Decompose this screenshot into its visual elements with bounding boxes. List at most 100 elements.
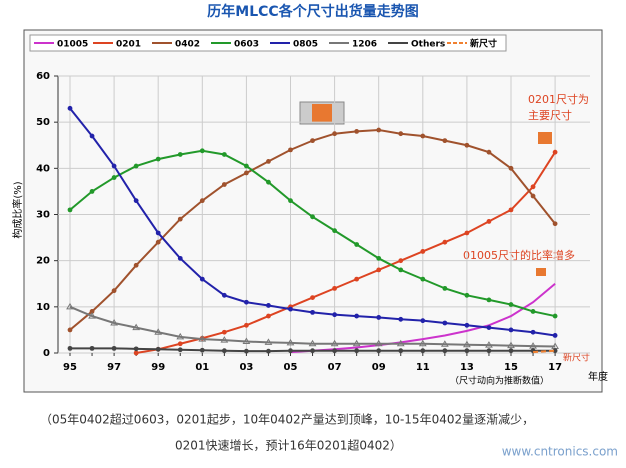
point-marker	[111, 288, 117, 294]
point-marker	[398, 267, 404, 273]
point-marker	[464, 230, 470, 236]
point-marker	[198, 335, 207, 342]
point-marker	[89, 309, 95, 314]
point-marker	[354, 242, 360, 247]
point-marker	[244, 322, 249, 328]
point-marker	[398, 348, 404, 354]
point-marker	[508, 207, 514, 213]
point-marker	[177, 341, 183, 347]
point-marker	[89, 345, 95, 351]
point-marker	[463, 340, 471, 348]
point-marker	[310, 138, 315, 144]
y-tick-label: 0	[43, 348, 50, 359]
point-marker	[420, 133, 426, 139]
point-marker	[89, 189, 95, 194]
point-marker	[177, 255, 183, 261]
legend-label: 01005	[57, 40, 88, 50]
point-marker	[288, 306, 293, 312]
x-tick-label: 17	[548, 362, 562, 373]
point-marker	[132, 323, 141, 331]
point-marker	[552, 348, 558, 354]
y-tick-label: 40	[36, 163, 50, 174]
chip-icon	[299, 101, 552, 276]
point-marker	[464, 292, 470, 298]
point-marker	[67, 345, 73, 351]
point-marker	[220, 336, 229, 343]
x-tick-label: 01	[195, 362, 209, 373]
point-marker	[154, 328, 163, 335]
point-marker	[310, 295, 315, 300]
point-marker	[155, 239, 161, 245]
point-marker	[244, 348, 249, 354]
x-axis-note: （尺寸动向为推断数值）	[450, 375, 549, 387]
point-marker	[508, 302, 514, 307]
annotation: 01005尺寸的比率增多	[463, 248, 575, 262]
point-marker	[266, 159, 271, 164]
point-marker	[530, 309, 536, 314]
point-marker	[88, 312, 96, 319]
point-marker	[66, 302, 74, 310]
y-tick-label: 10	[36, 302, 50, 313]
point-marker	[530, 329, 536, 335]
point-marker	[199, 347, 205, 353]
point-marker	[310, 348, 315, 354]
point-marker	[486, 219, 492, 224]
point-marker	[332, 131, 337, 137]
point-marker	[288, 198, 293, 204]
point-marker	[420, 249, 426, 254]
point-marker	[376, 315, 382, 320]
x-tick-label: 03	[239, 362, 253, 373]
point-marker	[398, 316, 404, 322]
point-marker	[221, 292, 227, 298]
x-axis-label: 年度	[588, 370, 608, 383]
point-marker	[176, 332, 185, 340]
caption: （05年0402超过0603，0201起步，10年0402产量达到顶峰，10-1…	[40, 412, 534, 427]
point-marker	[420, 318, 426, 324]
point-marker	[420, 348, 426, 354]
legend-label: 新尺寸	[470, 38, 497, 50]
point-marker	[244, 170, 249, 176]
point-marker	[418, 339, 427, 347]
point-marker	[354, 348, 360, 354]
point-marker	[133, 346, 139, 352]
chart-title: 历年MLCC各个尺寸出货量走势图	[207, 3, 418, 20]
point-marker	[288, 348, 293, 354]
point-marker	[221, 329, 227, 335]
point-marker	[199, 276, 205, 282]
point-marker	[177, 347, 183, 353]
point-marker	[442, 348, 448, 354]
point-marker	[485, 341, 493, 348]
x-tick-label: 97	[107, 362, 121, 373]
point-marker	[530, 184, 536, 190]
series-line	[532, 349, 556, 354]
point-marker	[242, 337, 251, 344]
y-tick-label: 60	[36, 71, 50, 82]
point-marker	[67, 105, 73, 111]
point-marker	[507, 341, 515, 349]
point-marker	[199, 148, 205, 154]
legend-label: 1206	[352, 40, 377, 50]
point-marker	[155, 230, 161, 236]
point-marker	[374, 339, 383, 347]
point-marker	[308, 339, 317, 347]
point-marker	[440, 340, 449, 347]
point-marker	[221, 152, 227, 157]
point-marker	[552, 149, 558, 155]
point-marker	[508, 165, 514, 171]
point-marker	[442, 239, 448, 245]
point-marker	[286, 338, 295, 346]
x-tick-label: 11	[416, 362, 430, 373]
x-tick-label: 95	[63, 362, 77, 373]
x-tick-label: 99	[151, 362, 165, 373]
point-marker	[133, 163, 139, 169]
legend-label: 0402	[175, 40, 200, 50]
point-marker	[67, 207, 73, 213]
legend-label: 0805	[293, 40, 318, 50]
point-marker	[398, 258, 404, 264]
point-marker	[199, 198, 205, 204]
y-tick-label: 30	[36, 210, 50, 221]
y-axis-label: 构成比率(%)	[11, 181, 24, 238]
point-marker	[266, 303, 271, 308]
point-marker	[266, 313, 271, 319]
